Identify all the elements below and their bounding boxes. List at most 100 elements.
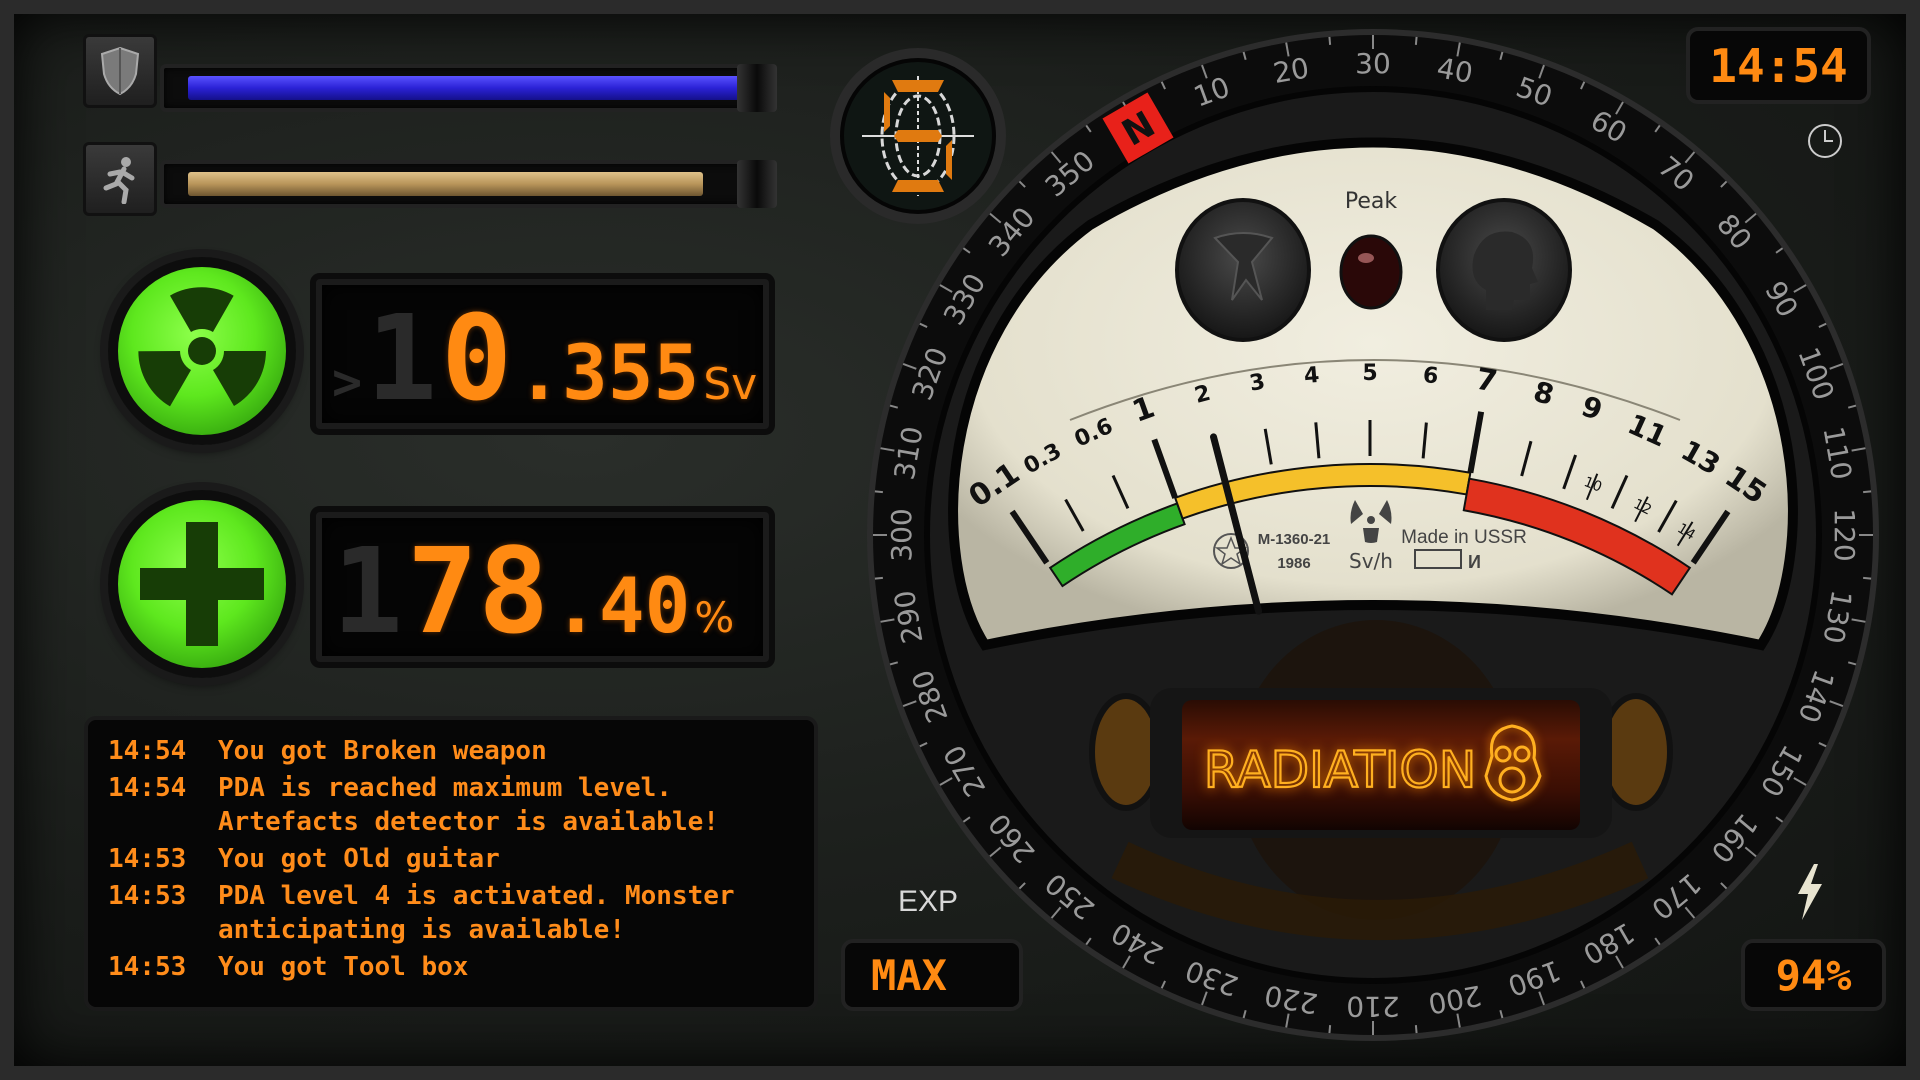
bezel-tick	[1456, 42, 1461, 57]
bezel-tick	[874, 576, 883, 580]
bezel-tick	[989, 212, 1002, 224]
bezel-tick	[1775, 816, 1784, 823]
bezel-tick	[902, 363, 917, 370]
bezel-tick	[962, 247, 971, 254]
ghost-digit: 1	[366, 289, 438, 427]
bezel-tick	[1829, 700, 1844, 707]
log-entry: 14:54 PDA is reached maximum level. Artef…	[108, 771, 814, 839]
bezel-tick	[919, 322, 928, 328]
bezel-tick	[1580, 980, 1586, 989]
lower-grille	[1111, 841, 1649, 940]
north-marker-bg	[1102, 92, 1174, 164]
battery-display: 94%	[1745, 943, 1882, 1007]
bezel-tick	[1414, 36, 1418, 45]
bezel-tick	[1851, 618, 1866, 623]
bezel-tick	[1018, 882, 1026, 890]
artefact-detector-icon[interactable]	[826, 44, 1010, 228]
bezel-tick	[1456, 1013, 1461, 1028]
scale-label: 4	[1303, 363, 1320, 389]
scale-label: 3	[1248, 369, 1267, 396]
led-highlight	[1358, 253, 1374, 263]
scale-tick	[1064, 498, 1085, 532]
log-message: You got Old guitar	[218, 844, 500, 874]
bezel-tick	[1615, 955, 1624, 969]
bezel-tick	[1328, 1025, 1332, 1034]
stamina-bar-fill	[188, 172, 704, 196]
bezel-tick	[1018, 180, 1026, 188]
health-integer: 78	[407, 522, 550, 660]
bezel-tick	[1847, 661, 1857, 666]
stamina-icon-box	[83, 142, 157, 216]
message-log[interactable]: 14:54 You got Broken weapon 14:54 PDA is r…	[88, 720, 814, 1007]
battery-value: 94%	[1775, 950, 1852, 1000]
log-entry: 14:53 You got Tool box	[108, 950, 814, 984]
scale-tick	[1562, 454, 1577, 490]
bezel-tick	[1201, 64, 1208, 79]
exp-display: MAX	[845, 943, 1019, 1007]
minor-scale-label: 12	[1631, 496, 1654, 518]
armor-bar-cap	[737, 64, 777, 112]
health-unit: %	[694, 593, 735, 642]
bezel-tick	[1085, 937, 1092, 946]
bezel-tick	[1654, 937, 1661, 946]
stamina-bar-cap	[737, 160, 777, 208]
peak-indicator-led	[1339, 234, 1403, 310]
prefix-arrow: >	[332, 353, 363, 411]
bezel-tick	[1684, 151, 1696, 164]
bezel-tick	[1720, 180, 1728, 188]
bezel-tick	[1499, 51, 1504, 61]
armor-icon-box	[83, 34, 157, 108]
bezel-tick	[1818, 322, 1827, 328]
gas-mask-icon	[1484, 724, 1542, 802]
radiation-dose-display: > 1 0 .355 Sv	[316, 279, 769, 429]
bezel-tick	[939, 777, 953, 786]
bezel-tick	[880, 618, 895, 623]
bezel-tick	[1414, 1025, 1418, 1034]
radiation-button[interactable]	[108, 257, 296, 445]
bezel-tick	[1328, 36, 1332, 45]
clock-icon[interactable]	[1806, 122, 1844, 160]
log-message: PDA is reached maximum level. Artefacts …	[218, 773, 719, 837]
bezel-tick	[1285, 1013, 1290, 1028]
dose-unit: Sv	[703, 359, 758, 410]
scale-label: 2	[1192, 381, 1213, 409]
bezel-tick	[1050, 906, 1062, 919]
bezel-tick	[1285, 42, 1290, 57]
log-time: 14:53	[108, 844, 187, 874]
health-display: 1 78 .40 %	[316, 512, 769, 662]
bezel-tick	[962, 816, 971, 823]
log-message: You got Broken weapon	[218, 736, 547, 766]
armor-bar-fill	[188, 76, 748, 100]
human-head-icon	[1472, 231, 1538, 310]
tornado-anomaly-icon	[1213, 232, 1274, 301]
face-scratch-arc	[1069, 359, 1681, 421]
bezel-tick	[1720, 882, 1728, 890]
bezel-tick	[1122, 955, 1131, 969]
health-fraction: .40	[553, 561, 691, 650]
health-button[interactable]	[108, 490, 296, 678]
minor-tick	[1634, 496, 1649, 523]
minor-scale-label: 10	[1582, 474, 1604, 495]
clock-time: 14:54	[1709, 38, 1848, 93]
bezel-tick	[1654, 124, 1661, 133]
dose-fraction: .355	[516, 328, 700, 417]
bezel-tick	[1847, 404, 1857, 409]
radiation-symbol-icon	[1350, 500, 1392, 543]
log-message: You got Tool box	[218, 952, 469, 982]
bezel-tick	[1050, 151, 1062, 164]
bezel-tick	[889, 661, 899, 666]
bezel-tick	[1085, 124, 1092, 133]
tube-left-end	[1089, 693, 1163, 811]
scale-tick	[1009, 509, 1050, 565]
bezel-tick	[1615, 101, 1624, 115]
bezel-tick	[919, 742, 928, 748]
meter-model: M-1360-21	[1258, 531, 1331, 548]
bezel-tick	[939, 284, 953, 293]
safe-zone-band	[1048, 502, 1186, 588]
serial-box	[1414, 549, 1462, 569]
bezel-tick	[1744, 846, 1757, 858]
log-time: 14:54	[108, 736, 187, 766]
scale-tick	[1690, 509, 1731, 565]
scale-tick	[1151, 438, 1178, 499]
